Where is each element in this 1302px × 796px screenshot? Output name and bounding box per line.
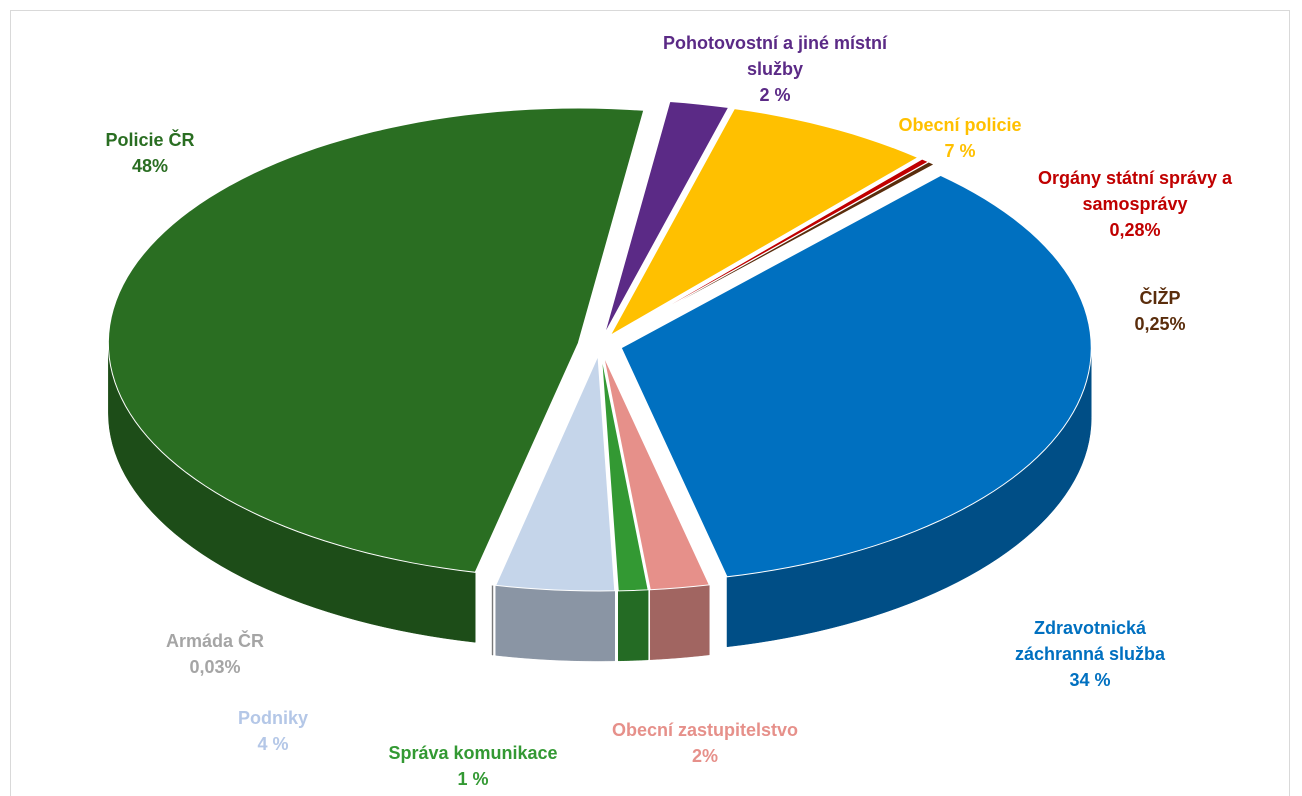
data-label: Zdravotnická záchranná služba 34 % [990,615,1190,693]
slice [614,161,936,338]
category-label: Obecní zastupitelstvo [611,720,799,740]
data-label: Podniky 4 % [203,705,343,757]
data-label: Správa komunikace 1 % [363,740,583,792]
data-label: Orgány státní správy a samosprávy 0,28% [1020,165,1250,243]
category-label: Policie ČR [105,130,195,150]
category-label: ČIŽP [1139,288,1181,308]
slice [620,174,1092,578]
value-label: 48% [131,156,169,176]
slice [494,355,616,592]
data-label: ČIŽP 0,25% [1100,285,1220,337]
slice [603,100,730,335]
value-label: 2% [691,746,718,766]
category-label: Zdravotnická záchranná služba [1014,618,1166,664]
slice-side [495,585,616,662]
slice [600,355,649,592]
value-label: 0,25% [1134,314,1186,334]
category-label: Obecní policie [898,115,1022,135]
value-label: 7 % [944,141,976,161]
value-label: 34 % [1069,670,1111,690]
category-label: Orgány státní správy a samosprávy [1037,168,1233,214]
slice [603,355,711,591]
category-label: Správa komunikace [388,743,558,763]
slice [491,355,596,586]
category-label: Armáda ČR [165,631,265,651]
slice [609,108,920,337]
slice-side [491,584,494,656]
value-label: 0,03% [189,657,241,677]
slice-side [618,589,649,662]
category-label: Podniky [237,708,308,728]
value-label: 2 % [759,85,791,105]
slice-side [649,584,710,660]
data-label: Armáda ČR 0,03% [145,628,285,680]
category-label: Pohotovostní a jiné místní služby [662,33,887,79]
value-label: 4 % [257,734,289,754]
value-label: 1 % [457,769,489,789]
data-label: Obecní zastupitelstvo 2% [575,717,835,769]
data-label: Pohotovostní a jiné místní služby 2 % [660,30,890,108]
value-label: 0,28% [1109,220,1161,240]
slice [107,107,645,573]
chart-frame [10,10,1290,796]
data-label: Obecní policie 7 % [860,112,1060,164]
data-label: Policie ČR 48% [70,127,230,179]
